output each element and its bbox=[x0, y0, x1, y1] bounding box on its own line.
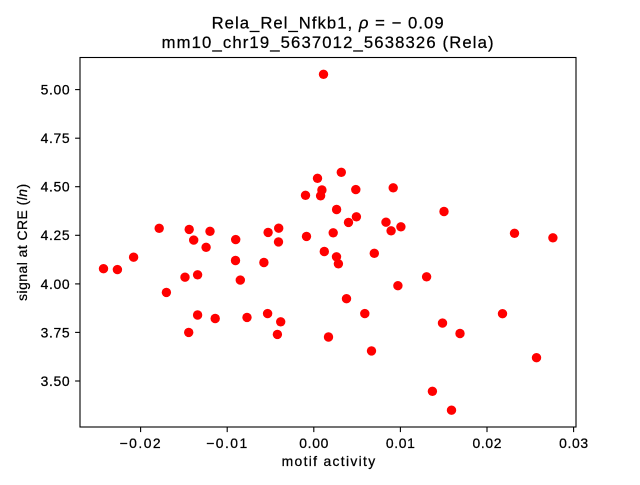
svg-text:0.03: 0.03 bbox=[559, 435, 588, 451]
svg-text:signal at CRE (ln): signal at CRE (ln) bbox=[14, 184, 30, 301]
svg-text:−0.01: −0.01 bbox=[206, 435, 247, 451]
svg-text:0.00: 0.00 bbox=[299, 435, 328, 451]
svg-text:3.50: 3.50 bbox=[41, 373, 70, 389]
svg-text:4.25: 4.25 bbox=[41, 227, 70, 243]
svg-text:5.00: 5.00 bbox=[41, 82, 70, 98]
svg-text:3.75: 3.75 bbox=[41, 324, 70, 340]
svg-text:4.75: 4.75 bbox=[41, 130, 70, 146]
svg-text:0.02: 0.02 bbox=[473, 435, 502, 451]
svg-text:0.01: 0.01 bbox=[386, 435, 415, 451]
svg-text:motif activity: motif activity bbox=[282, 453, 376, 469]
svg-text:−0.02: −0.02 bbox=[120, 435, 161, 451]
svg-text:mm10_chr19_5637012_5638326 (Re: mm10_chr19_5637012_5638326 (Rela) bbox=[162, 33, 494, 52]
svg-text:Rela_Rel_Nfkb1, ρ = − 0.09: Rela_Rel_Nfkb1, ρ = − 0.09 bbox=[212, 14, 444, 33]
svg-text:4.50: 4.50 bbox=[41, 179, 70, 195]
svg-text:4.00: 4.00 bbox=[41, 276, 70, 292]
